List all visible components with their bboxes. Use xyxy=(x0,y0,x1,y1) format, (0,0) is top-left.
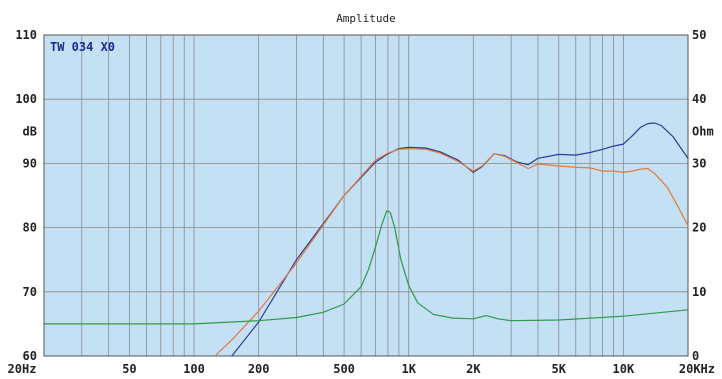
y-left-tick-label: 100 xyxy=(15,92,37,106)
x-tick-label: 100 xyxy=(183,362,205,376)
y-axis-right-label: Ohm xyxy=(692,124,714,138)
y-right-tick-label: 10 xyxy=(692,285,706,299)
plot-frame xyxy=(43,34,689,357)
y-right-tick-label: 0 xyxy=(692,349,699,363)
y-right-tick-label: 20 xyxy=(692,221,706,235)
series-line-2 xyxy=(44,210,689,325)
series-line-0 xyxy=(231,122,689,357)
x-tick-label: 500 xyxy=(333,362,355,376)
plot-background xyxy=(44,35,688,356)
y-right-tick-label: 50 xyxy=(692,28,706,42)
series-line-1 xyxy=(214,148,689,357)
y-left-tick-label: 80 xyxy=(23,221,37,235)
y-left-tick-label: 60 xyxy=(23,349,37,363)
y-right-tick-label: 30 xyxy=(692,156,706,170)
x-tick-label: 50 xyxy=(122,362,136,376)
x-tick-label: 2K xyxy=(466,362,481,376)
x-tick-label: 200 xyxy=(248,362,270,376)
axis-labels: 60 70 80 90 100 110 0 10 20 30 40 50 20Hz 50 100 200 500… xyxy=(8,28,715,376)
y-right-tick-label: 40 xyxy=(692,92,706,106)
y-left-tick-label: 110 xyxy=(15,28,37,42)
chart-title: Amplitude xyxy=(336,12,396,25)
x-tick-label: 5K xyxy=(552,362,567,376)
y-left-tick-label: 90 xyxy=(23,156,37,170)
y-left-tick-label: 70 xyxy=(23,285,37,299)
series-group xyxy=(44,122,689,357)
model-label: TW 034 X0 xyxy=(50,40,115,54)
x-tick-label: 20KHz xyxy=(679,362,715,376)
y-axis-left-label: dB xyxy=(23,124,37,138)
x-tick-label: 20Hz xyxy=(8,362,37,376)
x-tick-label: 1K xyxy=(401,362,416,376)
x-tick-label: 10K xyxy=(613,362,635,376)
